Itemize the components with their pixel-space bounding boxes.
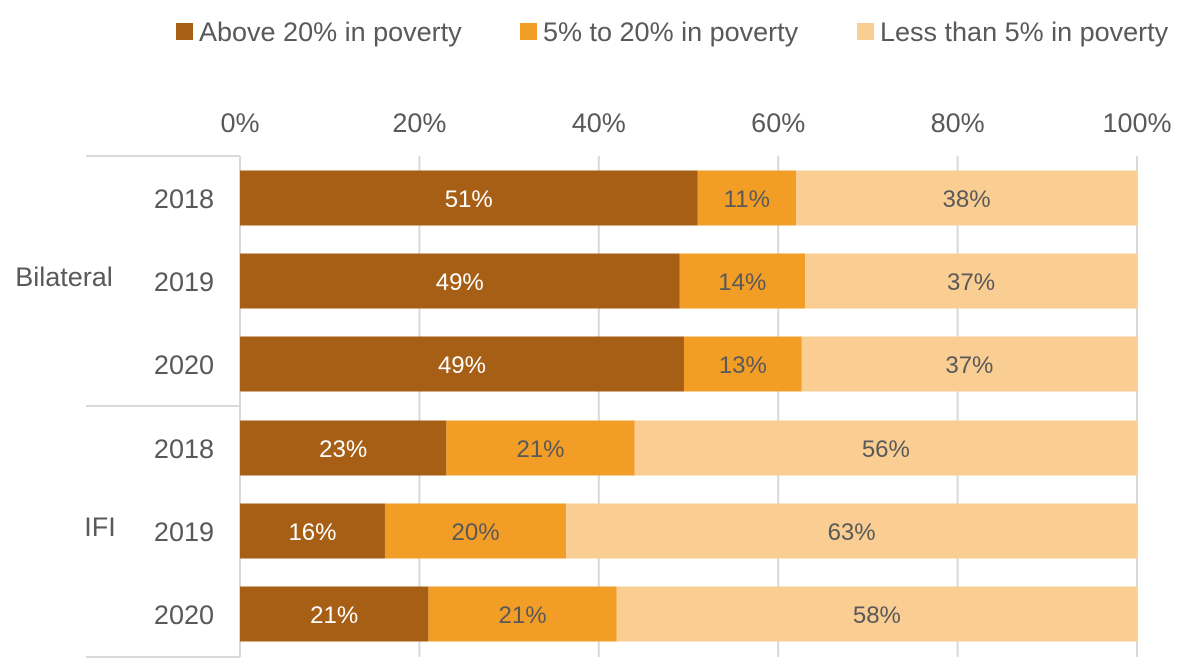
legend-label-2: 5% to 20% in poverty	[543, 17, 799, 47]
bar-3-series-3	[801, 336, 1137, 392]
data-label-6-series-1: 21%	[310, 602, 358, 629]
bar-1-series-2	[697, 170, 797, 226]
bar-2-series-1	[240, 253, 680, 309]
data-label-3-series-1: 49%	[438, 352, 486, 379]
legend-swatch-3	[857, 23, 874, 40]
bar-5-series-3	[566, 503, 1137, 559]
legend-swatch-1	[176, 23, 193, 40]
bar-2-series-2	[679, 253, 806, 309]
data-label-4-series-2: 21%	[516, 436, 564, 463]
legend-label-1: Above 20% in poverty	[199, 17, 462, 47]
x-tick-label-3: 60%	[751, 108, 805, 138]
bar-6-series-2	[428, 586, 617, 642]
data-label-4-series-3: 56%	[862, 436, 910, 463]
y-category-label-4: 2018	[154, 434, 214, 464]
bar-3-series-1	[240, 336, 684, 392]
data-label-5-series-2: 20%	[452, 519, 500, 546]
data-label-1-series-1: 51%	[445, 186, 493, 213]
legend-swatch-2	[520, 23, 537, 40]
data-label-3-series-2: 13%	[719, 352, 767, 379]
legend: Above 20% in poverty 5% to 20% in poverty…	[176, 17, 1169, 47]
data-label-1-series-2: 11%	[724, 186, 770, 213]
data-label-6-series-3: 58%	[853, 602, 901, 629]
bar-4-series-3	[634, 420, 1137, 476]
data-label-2-series-3: 37%	[947, 269, 995, 296]
bar-1-series-3	[796, 170, 1137, 226]
bar-6-series-1	[240, 586, 429, 642]
gridlines	[239, 156, 1138, 657]
bar-3-series-2	[683, 336, 802, 392]
data-label-1-series-3: 38%	[943, 186, 991, 213]
data-label-4-series-1: 23%	[319, 436, 367, 463]
x-tick-label-2: 40%	[572, 108, 626, 138]
y-category-label-6: 2020	[154, 600, 214, 630]
data-label-2-series-2: 14%	[718, 269, 766, 296]
bars: 51% 11% 38% 49% 14% 37% 49% 13% 37% 23% 21% 56% 16% 2…	[240, 170, 1137, 642]
data-label-5-series-1: 16%	[288, 519, 336, 546]
y-group-label-bilateral: Bilateral	[15, 262, 113, 292]
bar-5-series-1	[240, 503, 385, 559]
x-axis-ticks: 0% 20% 40% 60% 80% 100%	[220, 108, 1171, 138]
data-label-5-series-3: 63%	[828, 519, 876, 546]
y-category-label-1: 2018	[154, 184, 214, 214]
bar-6-series-3	[616, 586, 1137, 642]
x-tick-label-1: 20%	[392, 108, 446, 138]
x-tick-label-4: 80%	[931, 108, 985, 138]
bar-4-series-1	[240, 420, 447, 476]
data-label-6-series-2: 21%	[499, 602, 547, 629]
x-tick-label-0: 0%	[220, 108, 259, 138]
bar-2-series-3	[805, 253, 1137, 309]
bar-5-series-2	[384, 503, 567, 559]
y-axis: 2018 2019 2020 Bilateral 2018 2019 2020 IFI	[15, 155, 240, 658]
bar-4-series-2	[446, 420, 635, 476]
data-label-3-series-3: 37%	[945, 352, 993, 379]
y-category-label-2: 2019	[154, 267, 214, 297]
x-tick-label-5: 100%	[1102, 108, 1171, 138]
y-group-label-ifi: IFI	[84, 512, 116, 542]
data-label-2-series-1: 49%	[436, 269, 484, 296]
y-category-label-3: 2020	[154, 350, 214, 380]
bar-1-series-1	[240, 170, 698, 226]
legend-label-3: Less than 5% in poverty	[880, 17, 1169, 47]
y-category-label-5: 2019	[154, 517, 214, 547]
